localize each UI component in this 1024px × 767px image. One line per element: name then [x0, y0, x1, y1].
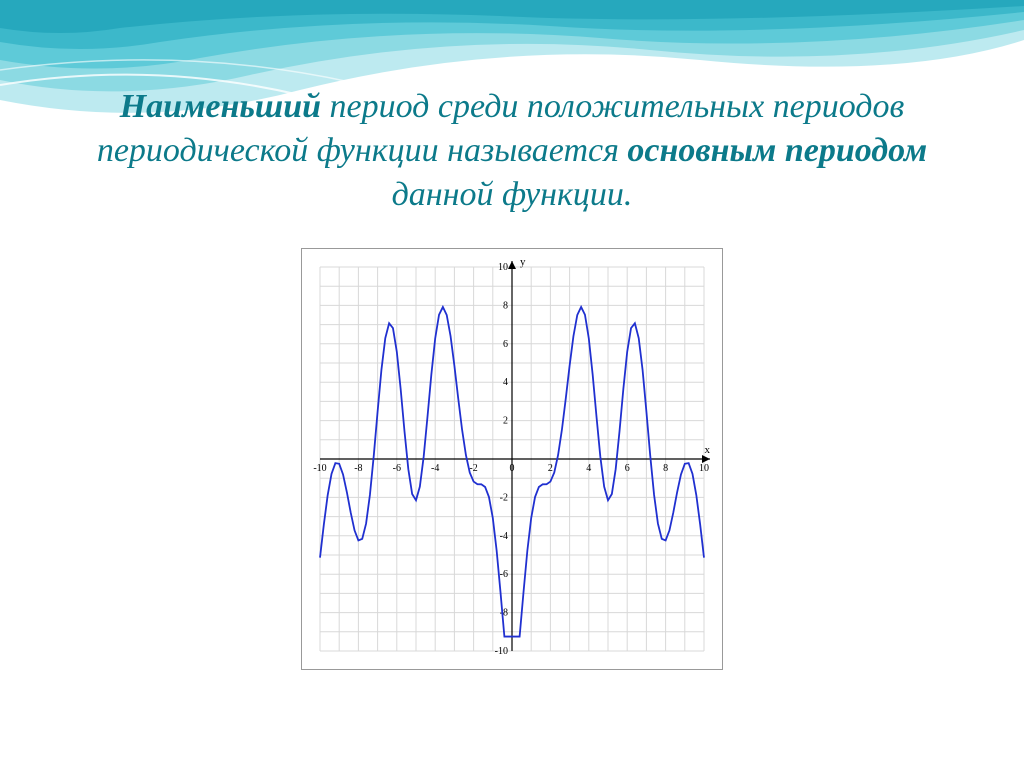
svg-text:-2: -2: [469, 463, 477, 474]
periodic-function-chart: -10 -8 -6 -4 -2 0 2 4 6 8 10 -10 -8 -6 -4 -2 2 4 6 8 10 x y: [302, 249, 722, 669]
page-title: Наименьший период среди положительных пе…: [0, 85, 1024, 248]
svg-text:4: 4: [503, 377, 508, 388]
svg-text:10: 10: [699, 463, 709, 474]
title-em1: Наименьший: [120, 88, 321, 125]
svg-text:6: 6: [503, 338, 508, 349]
svg-text:y: y: [520, 256, 526, 268]
svg-text:2: 2: [503, 415, 508, 426]
svg-text:-2: -2: [500, 492, 508, 503]
svg-text:-10: -10: [313, 463, 326, 474]
svg-text:-6: -6: [393, 463, 401, 474]
svg-text:8: 8: [503, 300, 508, 311]
svg-text:6: 6: [625, 463, 630, 474]
svg-text:-10: -10: [495, 646, 508, 657]
svg-text:0: 0: [510, 463, 515, 474]
svg-text:-6: -6: [500, 569, 508, 580]
svg-text:8: 8: [663, 463, 668, 474]
svg-text:x: x: [705, 444, 711, 456]
title-text2: данной функции.: [392, 176, 633, 213]
svg-text:-8: -8: [500, 607, 508, 618]
svg-text:-4: -4: [431, 463, 439, 474]
svg-text:10: 10: [498, 262, 508, 273]
svg-text:2: 2: [548, 463, 553, 474]
title-em2: основным периодом: [627, 132, 927, 169]
svg-text:4: 4: [586, 463, 591, 474]
svg-text:-8: -8: [354, 463, 362, 474]
svg-text:-4: -4: [500, 530, 508, 541]
chart-container: -10 -8 -6 -4 -2 0 2 4 6 8 10 -10 -8 -6 -4 -2 2 4 6 8 10 x y: [301, 248, 723, 670]
